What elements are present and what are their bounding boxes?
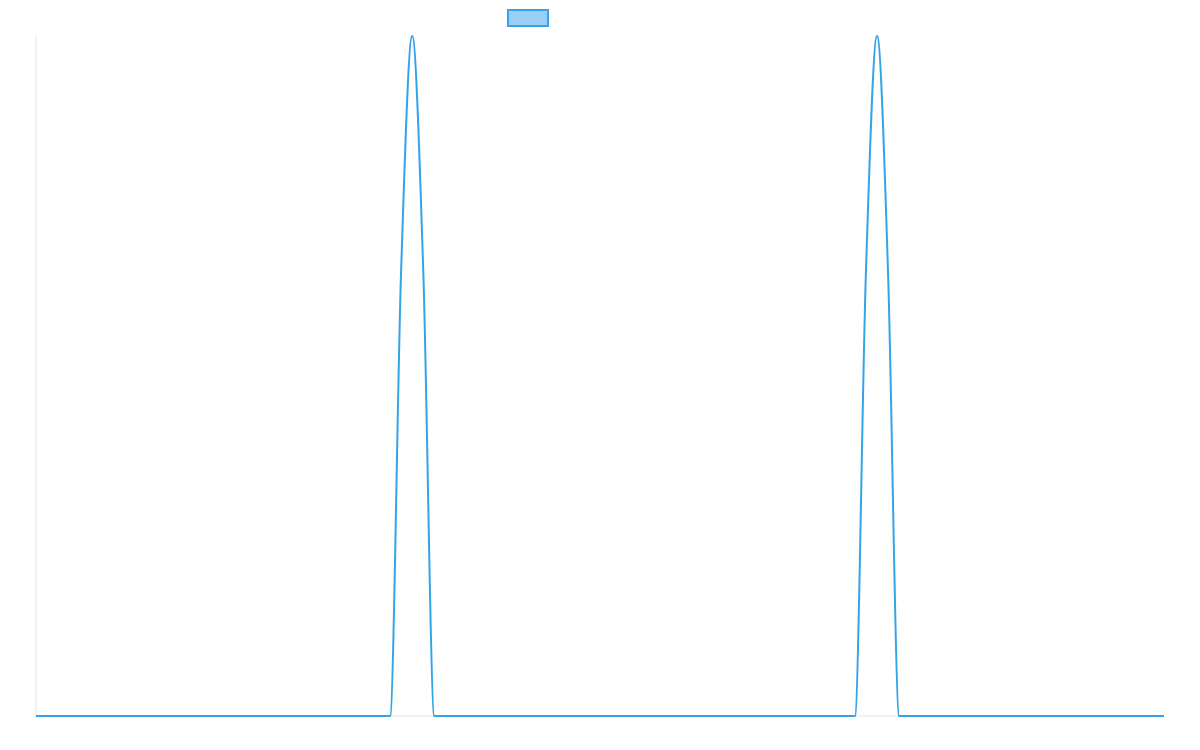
legend-swatch[interactable] — [507, 9, 549, 27]
series-line-0 — [36, 35, 1164, 718]
axes — [35, 36, 1164, 717]
legend[interactable] — [507, 9, 549, 27]
series-layer — [36, 35, 1164, 718]
